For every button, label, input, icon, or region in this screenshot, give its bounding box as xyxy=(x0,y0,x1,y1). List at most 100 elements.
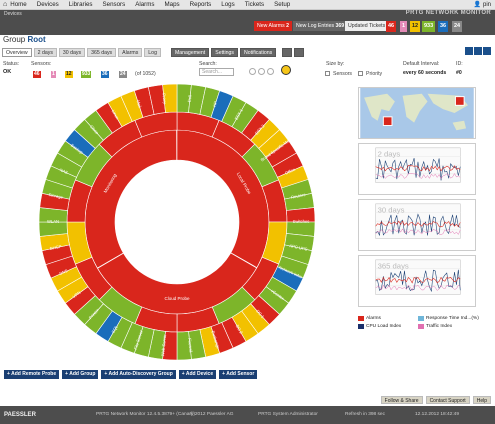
brand-logo: PRTG NETWORK MONITOR xyxy=(405,10,491,16)
map-pin-icon[interactable] xyxy=(454,96,465,106)
user-menu[interactable]: 👤 pin xyxy=(473,2,491,8)
legend-label: Alarms xyxy=(366,316,381,321)
pause-icon[interactable] xyxy=(282,48,293,57)
sunburst-label: ESX 1 xyxy=(234,107,245,120)
nav-alarms[interactable]: Alarms xyxy=(135,1,155,8)
legend-swatch xyxy=(418,316,424,321)
add-remote-probe-button[interactable]: + Add Remote Probe xyxy=(4,370,60,379)
legend-swatch xyxy=(418,324,424,329)
graph-365-days[interactable]: 365 days xyxy=(358,255,476,307)
page-title-prefix: Group xyxy=(3,35,26,44)
sunburst-label: WLAN xyxy=(47,219,59,224)
traffic-line xyxy=(375,284,461,292)
sunburst-device-segment[interactable] xyxy=(162,83,178,113)
btn-label: Add Auto-Discovery Group xyxy=(108,371,173,377)
badge-warning[interactable]: 12 xyxy=(410,21,421,32)
page-title: Group Root xyxy=(3,35,46,44)
count-down[interactable]: 46 xyxy=(33,71,41,78)
count-up[interactable]: 933 xyxy=(81,71,92,78)
tab-365-days[interactable]: 365 days xyxy=(87,48,117,57)
geo-map[interactable] xyxy=(358,87,476,139)
delete-icon[interactable] xyxy=(294,48,305,57)
map-pin-icon[interactable] xyxy=(382,116,393,126)
id-label: ID: xyxy=(456,61,463,67)
legend-label: Traffic Index xyxy=(426,324,453,329)
view-grid-icon[interactable] xyxy=(465,47,473,55)
nav-devices[interactable]: Devices xyxy=(36,1,59,8)
count-partial[interactable]: 1 xyxy=(51,71,56,78)
sensor-total: (of 1052) xyxy=(135,71,156,77)
tab-30-days[interactable]: 30 days xyxy=(58,48,86,57)
zoom-out-control[interactable] xyxy=(249,68,256,75)
tab-notifications[interactable]: Notifications xyxy=(239,48,277,57)
count-warning[interactable]: 12 xyxy=(65,71,73,78)
sunburst-label: Routers xyxy=(291,192,306,200)
btn-label: Add Group xyxy=(69,371,96,377)
follow-share-link[interactable]: Follow & Share xyxy=(380,396,423,404)
tab-management[interactable]: Management xyxy=(170,48,210,57)
add-device-button[interactable]: + Add Device xyxy=(178,370,217,379)
search-input[interactable]: Search... xyxy=(199,68,234,76)
view-tree-icon[interactable] xyxy=(483,47,491,55)
interval-value: every 60 seconds xyxy=(403,70,447,76)
help-link[interactable]: Help xyxy=(472,396,491,404)
cpu-load-line xyxy=(375,158,461,181)
user-name: pin xyxy=(482,2,491,8)
sunburst-label: File Server xyxy=(133,329,144,350)
badge-partial[interactable]: 1 xyxy=(400,21,408,32)
sunburst-view-toggle[interactable] xyxy=(281,65,291,75)
zoom-in-control[interactable] xyxy=(267,68,274,75)
btn-label: Add Remote Probe xyxy=(11,371,57,377)
badge-down[interactable]: 46 xyxy=(386,21,397,32)
legend-response: Response Time Ind...(%) xyxy=(418,316,479,321)
new-alarms-button[interactable]: New Alarms 2 xyxy=(254,21,293,31)
breadcrumb-devices[interactable]: Devices xyxy=(4,11,22,17)
nav-libraries[interactable]: Libraries xyxy=(68,1,93,8)
badge-paused[interactable]: 36 xyxy=(438,21,449,32)
sunburst-label: DC 2 xyxy=(235,324,244,335)
count-paused[interactable]: 36 xyxy=(101,71,109,78)
nav-maps[interactable]: Maps xyxy=(164,1,180,8)
size-sensors-checkbox[interactable] xyxy=(325,71,330,76)
home-icon[interactable]: ⌂ xyxy=(3,1,8,8)
footer-links: Follow & Share Contact Support Help xyxy=(378,396,491,404)
add-sensor-button[interactable]: + Add Sensor xyxy=(219,370,258,379)
new-log-entries-button[interactable]: New Log Entries 369 xyxy=(293,21,348,31)
size-priority-checkbox[interactable] xyxy=(358,71,363,76)
nav-logs[interactable]: Logs xyxy=(221,1,235,8)
graph-2-days[interactable]: 2 days xyxy=(358,143,476,195)
sunburst-label: HP xyxy=(212,100,219,107)
alarms-line xyxy=(375,165,461,172)
count-unknown[interactable]: 24 xyxy=(119,71,127,78)
nav-home[interactable]: Home xyxy=(10,1,27,8)
footer-admin[interactable]: PRTG System Administrator xyxy=(258,412,318,417)
alert-bar: New Alarms 2 New Log Entries 369 Updated… xyxy=(0,18,495,35)
nav-reports[interactable]: Reports xyxy=(189,1,212,8)
nav-sensors[interactable]: Sensors xyxy=(102,1,126,8)
sunburst-center[interactable] xyxy=(116,161,238,283)
tab-overview[interactable]: Overview xyxy=(2,48,32,57)
legend-label: Response Time Ind...(%) xyxy=(426,316,479,321)
btn-label: Add Device xyxy=(185,371,214,377)
badge-unknown[interactable]: 24 xyxy=(452,21,463,32)
updated-tickets-button[interactable]: Updated Tickets xyxy=(345,21,389,31)
sunburst-label: Storage xyxy=(48,192,64,200)
nav-tickets[interactable]: Tickets xyxy=(244,1,265,8)
tab-alarms[interactable]: Alarms xyxy=(118,48,143,57)
sunburst-label: VPN xyxy=(71,290,81,299)
view-list-icon[interactable] xyxy=(474,47,482,55)
add-group-button[interactable]: + Add Group xyxy=(62,370,99,379)
size-priority-label: Priority xyxy=(366,71,383,77)
tab-settings[interactable]: Settings xyxy=(211,48,238,57)
tab-2-days[interactable]: 2 days xyxy=(33,48,57,57)
zoom-reset-control[interactable] xyxy=(258,68,265,75)
nav-setup[interactable]: Setup xyxy=(274,1,291,8)
page-title-name: Root xyxy=(27,35,46,44)
tab-log[interactable]: Log xyxy=(144,48,161,57)
status-label: Status: xyxy=(3,61,20,67)
add-auto-discovery-group-button[interactable]: + Add Auto-Discovery Group xyxy=(101,370,176,379)
graph-30-days[interactable]: 30 days xyxy=(358,199,476,251)
badge-up[interactable]: 933 xyxy=(422,21,436,32)
contact-support-link[interactable]: Contact Support xyxy=(425,396,470,404)
